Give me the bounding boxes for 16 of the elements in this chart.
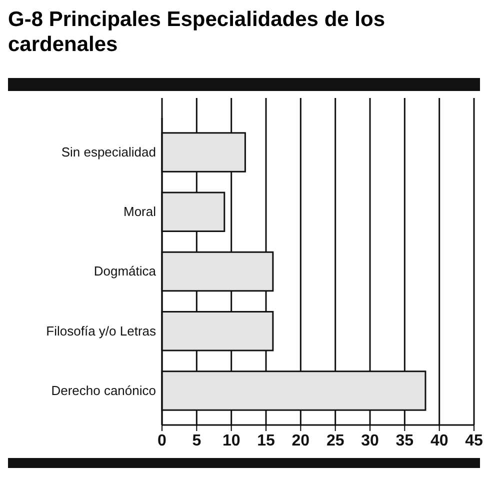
x-tick-label: 5 [192, 432, 202, 450]
x-tick-label: 10 [222, 432, 240, 450]
x-tick-label: 15 [257, 432, 275, 450]
chart-title: G-8 Principales Especialidades de los cardenales [8, 8, 385, 56]
x-tick-label: 40 [430, 432, 448, 450]
y-tick-label: Moral [123, 204, 156, 220]
x-tick-label: 45 [465, 432, 483, 450]
y-tick-label: Filosofía y/o Letras [46, 323, 156, 338]
x-tick-label: 0 [158, 432, 167, 450]
x-tick-label: 35 [396, 432, 414, 450]
y-tick-label: Dogmática [94, 264, 157, 279]
y-tick-label: Derecho canónico [51, 382, 156, 398]
x-tick-label: 20 [292, 432, 310, 450]
y-tick-label: Sin especialidad [61, 144, 156, 160]
x-tick-label: 30 [361, 432, 379, 450]
x-tick-label: 25 [326, 432, 344, 450]
